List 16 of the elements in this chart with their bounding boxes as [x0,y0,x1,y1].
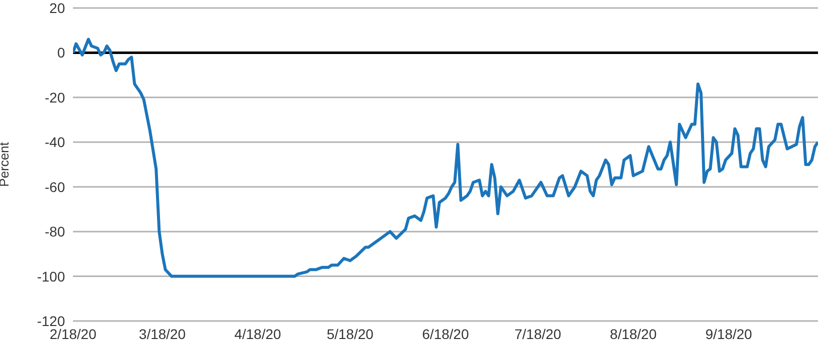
y-tick-label: -80 [44,224,66,240]
y-axis-title: Percent [0,142,12,187]
y-tick-label: -100 [36,268,66,284]
x-tick-label: 5/18/20 [326,326,374,342]
x-tick-label: 3/18/20 [138,326,186,342]
line-series [73,38,818,278]
x-tick-label: 7/18/20 [514,326,562,342]
x-tick-label: 8/18/20 [610,326,657,342]
y-tick-label: 0 [57,44,66,61]
y-tick-label: -20 [44,89,66,106]
y-tick-label: 20 [49,0,66,16]
y-tick-label: -40 [44,134,66,150]
x-tick-label: 9/18/20 [705,326,752,342]
x-tick-label: 4/18/20 [234,326,282,342]
x-tick-label: 6/18/20 [422,326,470,342]
y-tick-label: -60 [44,178,66,195]
